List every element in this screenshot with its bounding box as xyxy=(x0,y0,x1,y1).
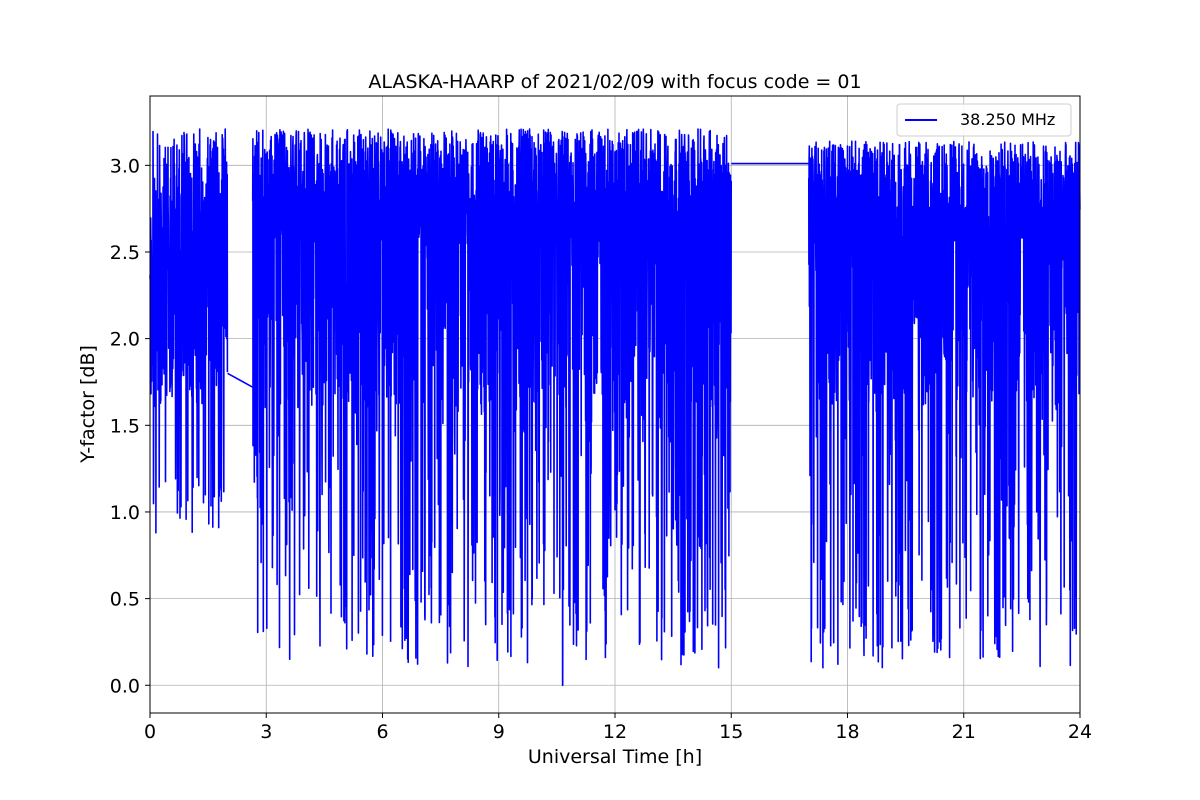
x-tick-label: 24 xyxy=(1068,721,1092,743)
x-tick-label: 21 xyxy=(952,721,976,743)
y-axis-label: Y-factor [dB] xyxy=(77,345,99,464)
legend: 38.250 MHz xyxy=(896,103,1072,137)
tick-layer: 0 3 6 9 12 15 18 21 24 0.0 0.5 1.0 1.5 2.0 2.5 3.0 xyxy=(110,155,1092,743)
series-gap-connector xyxy=(227,372,254,388)
y-tick-label: 3.0 xyxy=(110,155,140,177)
series-line-segment xyxy=(149,128,229,534)
x-tick-label: 15 xyxy=(719,721,743,743)
x-tick-label: 0 xyxy=(144,721,156,743)
x-tick-label: 18 xyxy=(835,721,859,743)
chart-title: ALASKA-HAARP of 2021/02/09 with focus co… xyxy=(368,71,861,93)
x-tick-label: 6 xyxy=(376,721,388,743)
y-tick-label: 2.5 xyxy=(110,242,140,264)
y-tick-label: 2.0 xyxy=(110,329,140,351)
x-axis-label: Universal Time [h] xyxy=(528,746,702,768)
legend-box xyxy=(896,103,1072,137)
y-tick-label: 1.0 xyxy=(110,502,140,524)
series-line-segment xyxy=(807,140,1081,669)
x-tick-label: 12 xyxy=(603,721,627,743)
legend-series-label: 38.250 MHz xyxy=(960,110,1055,129)
y-tick-label: 1.5 xyxy=(110,415,140,437)
x-tick-label: 3 xyxy=(260,721,272,743)
series-line-segment xyxy=(251,128,733,687)
y-tick-label: 0.5 xyxy=(110,589,140,611)
data-layer xyxy=(149,128,1081,687)
y-tick-label: 0.0 xyxy=(110,675,140,697)
x-tick-label: 9 xyxy=(493,721,505,743)
